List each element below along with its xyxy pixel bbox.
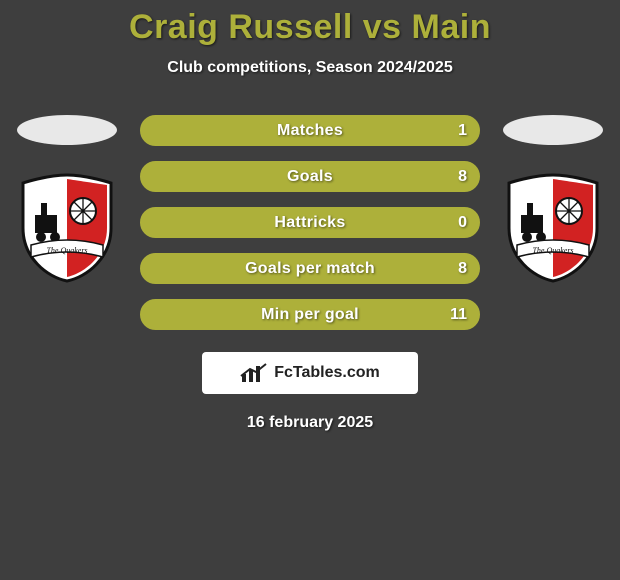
- right-side: The Quakers: [498, 115, 608, 283]
- stat-right-value: 1: [458, 122, 467, 140]
- brand-badge: FcTables.com: [202, 352, 418, 394]
- right-oval: [503, 115, 603, 145]
- stat-bar: Goals 8: [140, 161, 480, 192]
- stat-bars: Matches 1 Goals 8 Hattricks 0 Goals per match 8…: [140, 115, 480, 330]
- shield-icon: The Quakers: [503, 173, 603, 283]
- stat-label: Goals: [287, 168, 333, 186]
- brand-text: FcTables.com: [274, 364, 380, 382]
- stat-right-value: 0: [458, 214, 467, 232]
- content-row: The Quakers Matches 1 Goals 8 Hattricks 0 Goal…: [0, 115, 620, 330]
- chart-icon: [240, 362, 268, 384]
- subtitle: Club competitions, Season 2024/2025: [0, 59, 620, 77]
- stat-label: Hattricks: [274, 214, 345, 232]
- stat-label: Matches: [277, 122, 343, 140]
- infographic-canvas: Craig Russell vs Main Club competitions,…: [0, 0, 620, 580]
- svg-text:The Quakers: The Quakers: [46, 246, 87, 255]
- left-club-badge: The Quakers: [17, 173, 117, 283]
- svg-text:The Quakers: The Quakers: [532, 246, 573, 255]
- left-side: The Quakers: [12, 115, 122, 283]
- page-title: Craig Russell vs Main: [0, 0, 620, 47]
- stat-label: Min per goal: [261, 306, 359, 324]
- stat-bar: Hattricks 0: [140, 207, 480, 238]
- stat-bar: Matches 1: [140, 115, 480, 146]
- stat-bar: Goals per match 8: [140, 253, 480, 284]
- stat-label: Goals per match: [245, 260, 375, 278]
- stat-right-value: 8: [458, 168, 467, 186]
- date-text: 16 february 2025: [0, 414, 620, 432]
- right-club-badge: The Quakers: [503, 173, 603, 283]
- left-oval: [17, 115, 117, 145]
- stat-right-value: 11: [450, 306, 467, 324]
- stat-bar: Min per goal 11: [140, 299, 480, 330]
- shield-icon: The Quakers: [17, 173, 117, 283]
- stat-right-value: 8: [458, 260, 467, 278]
